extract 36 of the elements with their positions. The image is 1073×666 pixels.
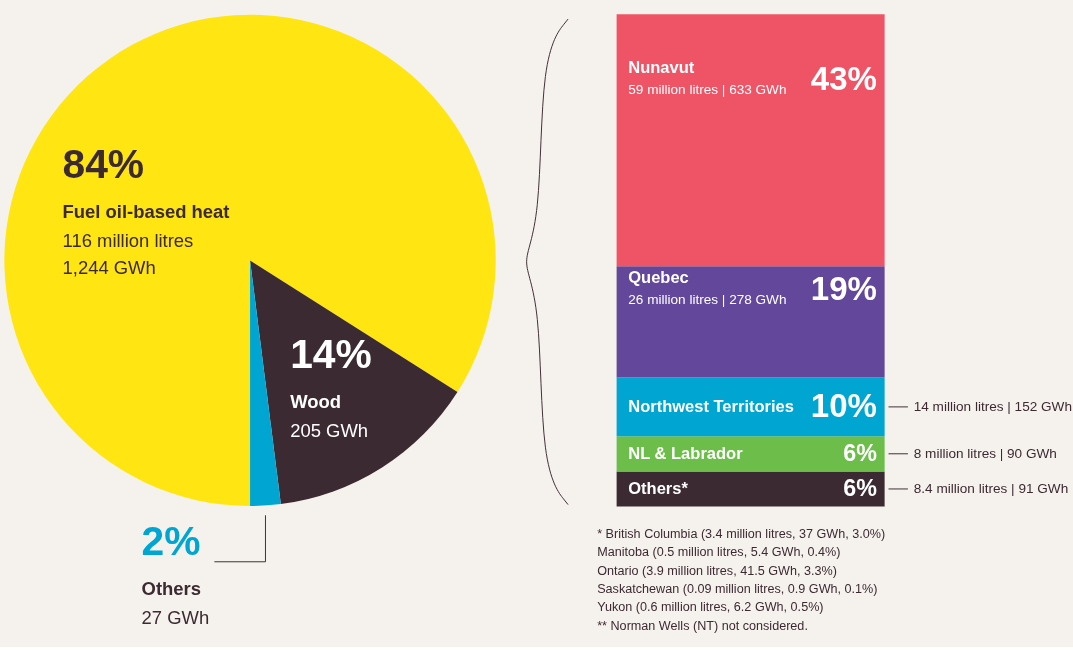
slice-label: Fuel oil-based heat (62, 200, 230, 222)
text: 205 GWh (290, 420, 369, 442)
bar (616, 14, 885, 267)
text: 116 million litres (62, 229, 194, 251)
series-label: Quebec (628, 268, 689, 287)
series-label: Others* (628, 478, 689, 497)
data-label: 14% (290, 331, 372, 378)
data-label: 84% (62, 140, 145, 187)
text: * British Columbia (3.4 million litres, 37 GWh, 3.0%) (597, 526, 886, 541)
data-label: 6% (843, 474, 878, 501)
pie-slice (4, 15, 496, 507)
text: 1,244 GWh (62, 256, 156, 278)
text: 27 GWh (141, 606, 210, 628)
text: Yukon (0.6 million litres, 6.2 GWh, 0.5%) (597, 600, 824, 615)
bar (616, 471, 885, 507)
text: Saskatchewan (0.09 million litres, 0.9 GWh, 0.1%) (597, 581, 878, 596)
text: 14 million litres | 152 GWh (913, 398, 1072, 414)
slice-label: Wood (290, 391, 342, 413)
slice-label: Others (141, 577, 201, 599)
series-label: Nunavut (628, 58, 695, 77)
annotation: 59 million litres | 633 GWh (628, 81, 787, 97)
text: Ontario (3.9 million litres, 41.5 GWh, 3.3%) (597, 563, 837, 578)
bar (616, 266, 885, 378)
data-label: 2% (141, 517, 201, 564)
text: 8 million litres | 90 GWh (913, 445, 1057, 461)
annotation: 26 million litres | 278 GWh (628, 291, 787, 307)
text: 8.4 million litres | 91 GWh (913, 480, 1069, 496)
series-label: NL & Labrador (628, 443, 744, 462)
pie-slice (250, 260, 458, 505)
data-label: 43% (810, 59, 877, 97)
series-label: Northwest Territories (628, 396, 794, 415)
text: Manitoba (0.5 million litres, 5.4 GWh, 0.4%) (597, 545, 841, 560)
data-label: 6% (843, 439, 878, 466)
data-label: 10% (810, 386, 877, 424)
text: ** Norman Wells (NT) not considered. (597, 618, 808, 633)
data-label: 19% (810, 269, 877, 307)
